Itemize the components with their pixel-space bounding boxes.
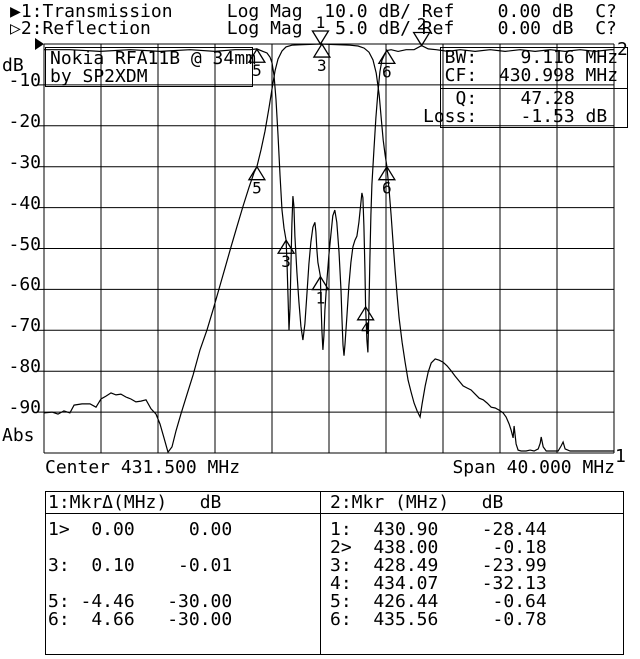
span-label: Span 40.000 MHz: [452, 457, 615, 478]
marker-5-ch1: 5: [247, 165, 267, 198]
device-label-box: [45, 47, 253, 87]
marker-table-row: 3: 428.49 -23.99: [330, 555, 547, 576]
marker-table-row: 4: 434.07 -32.13: [330, 573, 547, 594]
device-label-line2: by SP2XDM: [50, 66, 148, 87]
svg-text:3: 3: [317, 56, 327, 75]
marker-table-row: 5: -4.46 -30.00: [48, 591, 233, 612]
marker-table-row: 5: 426.44 -0.64: [330, 591, 547, 612]
svg-text:2: 2: [417, 14, 427, 33]
device-label-line1: Nokia RFA11B @ 34mm: [50, 48, 256, 69]
marker-table-row: 3: 0.10 -0.01: [48, 555, 233, 576]
marker-table-header-rule: [45, 513, 624, 514]
q-readout: Q: 47.28: [423, 88, 575, 109]
marker-table-divider: [320, 491, 321, 655]
y-tick-label: -40: [8, 193, 41, 214]
marker-table-header: 1:MkrΔ(MHz) dB: [48, 492, 222, 513]
marker-table-row: 6: 435.56 -0.78: [330, 609, 547, 630]
svg-text:6: 6: [382, 179, 392, 198]
y-tick-label: -60: [8, 274, 41, 295]
y-tick-label: -70: [8, 315, 41, 336]
y-tick-label: -90: [8, 397, 41, 418]
cf-readout: CF: 430.998 MHz: [423, 65, 619, 86]
marker-6-ch1: 6: [377, 165, 397, 198]
svg-text:4: 4: [361, 319, 371, 338]
marker-table-row: 6: 4.66 -30.00: [48, 609, 233, 630]
marker-table-frame: [45, 491, 624, 655]
marker-4-ch2: 4: [356, 305, 375, 338]
marker-1-ch2: 1: [311, 275, 330, 308]
trace2-end-label: 2: [617, 39, 628, 60]
trace1-end-label: 1: [615, 446, 626, 467]
svg-text:5: 5: [252, 61, 262, 80]
channel1-header: ▶1:Transmission Log Mag 10.0 dB/ Ref 0.0…: [10, 1, 617, 22]
y-tick-label: -10: [8, 70, 41, 91]
y-tick-label: -30: [8, 152, 41, 173]
trace-2: [44, 44, 614, 356]
svg-text:5: 5: [252, 179, 262, 198]
marker-table-row: 1> 0.00 0.00: [48, 519, 233, 540]
marker-table-row: 2> 438.00 -0.18: [330, 537, 547, 558]
svg-text:3: 3: [281, 252, 291, 271]
svg-text:6: 6: [382, 62, 392, 81]
bw-readout: BW: 9.116 MHz: [423, 47, 619, 68]
marker-6-ch2: 6: [377, 49, 397, 81]
y-tick-label: -50: [8, 234, 41, 255]
channel2-header: ▷2:Reflection Log Mag 5.0 dB/ Ref 0.00 d…: [10, 18, 617, 39]
y-tick-label: -20: [8, 111, 41, 132]
y-axis-unit-label: dB: [2, 55, 24, 76]
marker-1-ch1: 1: [311, 13, 330, 46]
loss-readout: Loss: -1.53 dB: [423, 106, 608, 127]
marker-3-ch1: 3: [312, 42, 332, 75]
y-tick-label: -80: [8, 356, 41, 377]
marker-3-ch2: 3: [276, 238, 296, 271]
q-loss-box: [440, 88, 628, 128]
y-axis-abs-label: Abs: [2, 425, 35, 446]
marker-2-ch2: 2: [412, 14, 431, 47]
svg-text:1: 1: [316, 13, 326, 32]
center-frequency-label: Center 431.500 MHz: [45, 457, 241, 478]
trace-1: [43, 43, 614, 454]
marker-table-row: 1: 430.90 -28.44: [330, 519, 547, 540]
marker-table-header: 2:Mkr (MHz) dB: [330, 492, 504, 513]
ref-level-pointer-icon: [35, 38, 44, 50]
svg-text:1: 1: [316, 289, 326, 308]
